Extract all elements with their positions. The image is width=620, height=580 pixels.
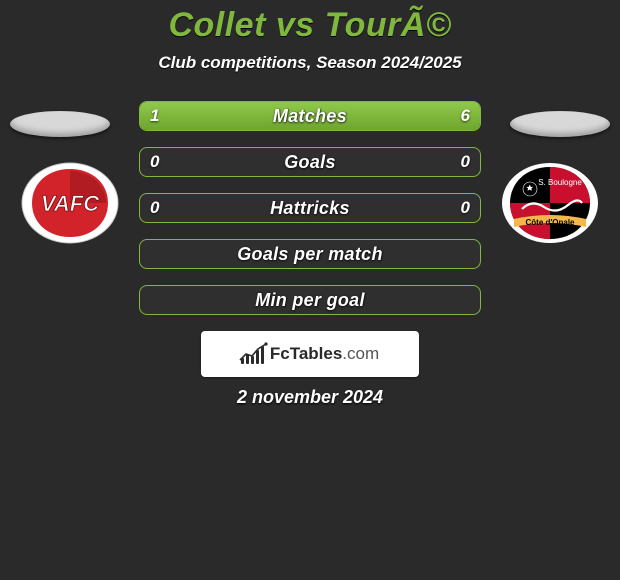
player-name-pill-left (10, 111, 110, 137)
stat-value-right: 0 (451, 194, 480, 222)
comparison-panel: VAFC S. Boulogne Côte d'Opale 1 6 Matches 0… (0, 101, 620, 315)
stat-row: 0 0 Hattricks (139, 193, 481, 223)
stats-comparison-widget: Collet vs TourÃ© Club competitions, Seas… (0, 0, 620, 580)
stat-label: Min per goal (255, 290, 365, 311)
brand-domain: .com (342, 344, 379, 363)
brand-box[interactable]: FcTables.com (201, 331, 419, 377)
svg-text:Côte d'Opale: Côte d'Opale (525, 218, 575, 227)
brand-text: FcTables.com (270, 344, 379, 364)
boulogne-badge-icon: S. Boulogne Côte d'Opale (500, 161, 600, 245)
stat-row: Goals per match (139, 239, 481, 269)
page-title: Collet vs TourÃ© (0, 6, 620, 45)
stat-label: Hattricks (270, 198, 350, 219)
stat-value-right: 0 (451, 148, 480, 176)
svg-text:S. Boulogne: S. Boulogne (538, 178, 582, 187)
date-stamp: 2 november 2024 (0, 387, 620, 408)
stat-value-left: 0 (140, 194, 169, 222)
vafc-badge-icon: VAFC (20, 161, 120, 245)
stat-value-left: 1 (140, 102, 169, 130)
stat-value-right: 6 (451, 102, 480, 130)
stat-value-left: 0 (140, 148, 169, 176)
svg-text:VAFC: VAFC (41, 191, 100, 216)
brand-name: FcTables (270, 344, 342, 363)
stat-label: Matches (273, 106, 347, 127)
club-badge-right: S. Boulogne Côte d'Opale (500, 161, 600, 245)
stat-row: 1 6 Matches (139, 101, 481, 131)
player-name-pill-right (510, 111, 610, 137)
stat-rows: 1 6 Matches 0 0 Goals 0 0 Hattricks Goals per mat… (139, 101, 481, 315)
club-badge-left: VAFC (20, 161, 120, 245)
stat-label: Goals per match (237, 244, 383, 265)
stat-row: 0 0 Goals (139, 147, 481, 177)
stat-row: Min per goal (139, 285, 481, 315)
bar-chart-icon (241, 344, 264, 364)
stat-label: Goals (284, 152, 336, 173)
subtitle: Club competitions, Season 2024/2025 (0, 53, 620, 73)
